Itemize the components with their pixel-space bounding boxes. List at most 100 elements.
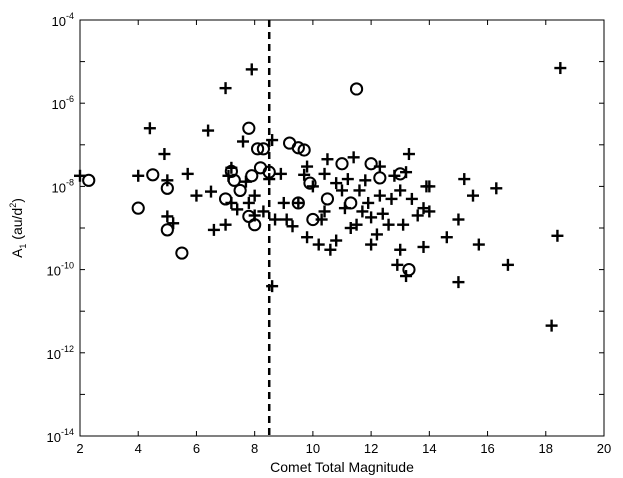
y-axis-label-units-close: )	[9, 198, 25, 203]
plus-marker	[306, 180, 319, 193]
circle-marker	[306, 212, 320, 227]
circle-marker	[349, 82, 364, 96]
plus-marker	[405, 192, 418, 205]
plus-marker	[202, 124, 215, 137]
plus-marker	[376, 207, 389, 220]
plus-marker	[423, 180, 436, 193]
circle-marker	[242, 121, 256, 135]
plus-marker	[205, 185, 217, 198]
plus-marker	[490, 182, 503, 195]
circle-marker	[248, 218, 262, 232]
plus-marker	[269, 213, 282, 226]
plus-marker	[350, 218, 363, 231]
circle-marker	[320, 192, 335, 206]
circle-marker	[227, 173, 241, 187]
plus-marker	[362, 196, 375, 209]
circle-marker	[256, 142, 270, 156]
x-tick-label: 14	[422, 441, 436, 456]
plus-marker	[336, 184, 348, 197]
plus-marker	[321, 153, 334, 166]
plot-frame	[79, 19, 605, 437]
plus-marker	[161, 174, 174, 187]
plus-marker	[143, 122, 156, 135]
plus-marker	[423, 205, 436, 218]
plus-marker	[417, 240, 430, 253]
plus-marker	[394, 184, 407, 197]
plus-marker	[501, 258, 514, 271]
plus-marker	[545, 319, 558, 332]
plus-marker	[397, 218, 410, 231]
circle-marker	[335, 157, 349, 171]
plus-marker	[219, 82, 232, 95]
plus-marker	[245, 63, 258, 76]
x-axis-label: Comet Total Magnitude	[270, 459, 414, 475]
x-axis-ticks: 2 4 6 8 10 12 14 16 18 20	[76, 20, 611, 456]
y-axis-ticks: 10-14 10-12 10-10 10-8 10-6 10-4	[47, 11, 604, 445]
circle-marker	[160, 181, 174, 195]
circle-marker	[146, 168, 160, 182]
plus-marker	[554, 62, 567, 75]
plus-marker	[266, 280, 279, 293]
plus-marker	[292, 196, 305, 209]
plus-marker	[365, 211, 378, 224]
plus-marker	[402, 148, 415, 161]
plus-marker	[181, 167, 194, 180]
plus-marker	[356, 205, 369, 218]
x-tick-label: 20	[597, 441, 611, 456]
plus-marker	[394, 243, 407, 256]
circle-marker	[393, 167, 407, 181]
plus-marker	[330, 234, 343, 247]
plus-marker	[324, 243, 337, 256]
plus-marker	[347, 151, 360, 164]
plus-marker	[301, 160, 314, 173]
y-tick-label: 10-8	[52, 177, 74, 195]
plus-marker	[248, 189, 261, 202]
plus-marker	[385, 192, 398, 205]
plus-marker	[219, 218, 232, 231]
plus-marker	[242, 196, 255, 209]
circle-marker	[250, 142, 265, 156]
plus-marker	[207, 223, 220, 236]
x-tick-label: 18	[539, 441, 553, 456]
circle-marker	[82, 173, 96, 187]
x-tick-label: 6	[193, 441, 200, 456]
circle-marker	[291, 141, 305, 155]
circle-marker	[291, 196, 305, 210]
y-axis-label: A1 (au/d2)	[8, 198, 28, 258]
circle-marker	[303, 176, 317, 190]
plus-marker	[237, 135, 250, 148]
y-axis-label-units-superscript: 2	[8, 203, 18, 208]
plus-marker	[411, 209, 424, 222]
circle-marker	[297, 143, 311, 157]
plus-marker	[158, 148, 171, 161]
plus-marker	[280, 213, 293, 226]
plus-marker	[365, 238, 378, 251]
plus-marker	[286, 220, 299, 233]
circle-marker	[245, 169, 259, 183]
circle-marker	[175, 246, 189, 260]
plus-marker	[353, 184, 366, 197]
x-tick-label: 12	[364, 441, 378, 456]
y-axis-label-units-open: (au/d	[9, 208, 25, 244]
plus-marker	[382, 218, 395, 231]
plus-marker	[190, 189, 203, 202]
plus-marker	[452, 276, 465, 289]
plus-marker	[391, 258, 404, 271]
plus-marker	[274, 167, 287, 180]
plus-marker	[318, 205, 331, 218]
y-axis-label-subscript: 1	[18, 244, 28, 249]
data-marks	[74, 62, 567, 332]
y-tick-label: 10-6	[52, 94, 74, 112]
plus-marker	[301, 231, 314, 244]
plus-marker	[373, 189, 386, 202]
plus-marker	[312, 238, 325, 251]
circle-marker	[344, 196, 358, 210]
plus-marker	[132, 169, 145, 182]
plus-marker	[231, 203, 244, 216]
plus-marker	[472, 238, 485, 251]
x-tick-label: 16	[480, 441, 494, 456]
plus-marker	[161, 210, 174, 223]
y-tick-label: 10-4	[52, 11, 74, 29]
circle-marker	[364, 157, 378, 171]
